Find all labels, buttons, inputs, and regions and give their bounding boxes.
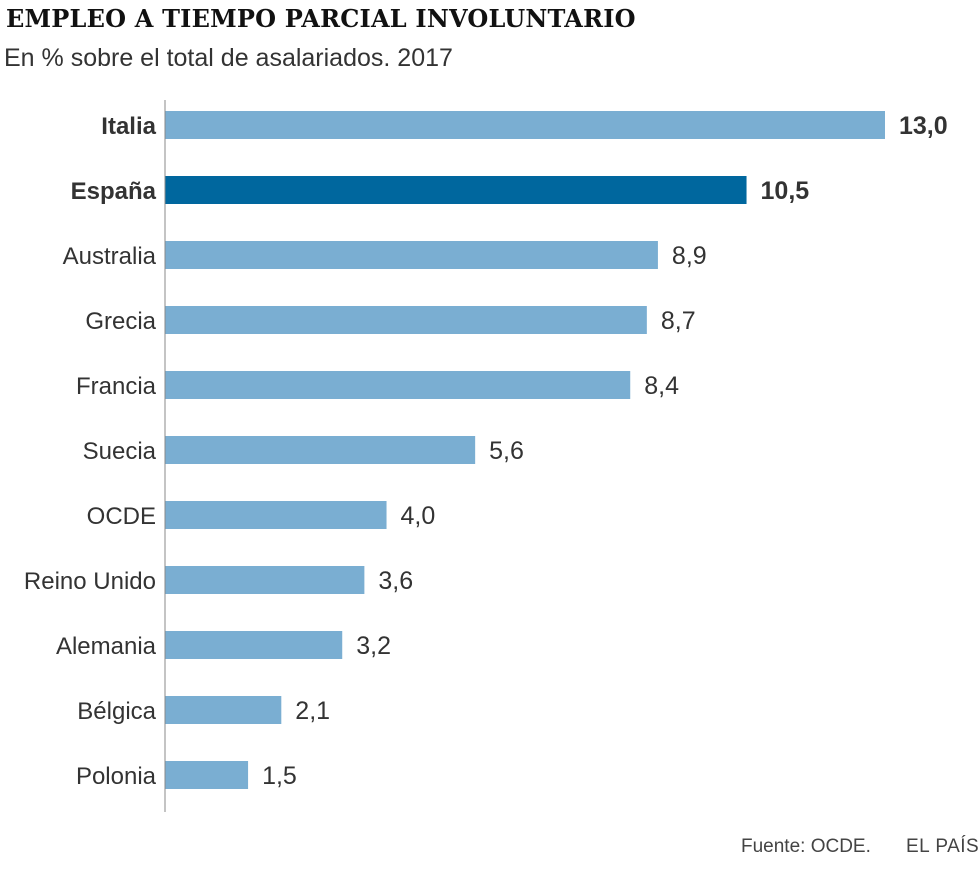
value-label-ocde: 4,0 <box>401 502 436 530</box>
bar-grecia <box>165 306 647 334</box>
chart-subtitle: En % sobre el total de asalariados. 2017 <box>4 44 453 72</box>
category-label-reino-unido: Reino Unido <box>24 568 156 595</box>
chart-title: EMPLEO A TIEMPO PARCIAL INVOLUNTARIO <box>6 4 636 33</box>
source-note: Fuente: OCDE. <box>741 836 871 857</box>
value-label-espana: 10,5 <box>761 177 810 205</box>
bar-ocde <box>165 501 387 529</box>
value-label-suecia: 5,6 <box>489 437 524 465</box>
value-label-belgica: 2,1 <box>295 697 330 725</box>
bar-espana <box>165 176 747 204</box>
value-label-alemania: 3,2 <box>356 632 391 660</box>
value-label-australia: 8,9 <box>672 242 707 270</box>
value-label-reino-unido: 3,6 <box>378 567 413 595</box>
bar-reino-unido <box>165 566 365 594</box>
bar-belgica <box>165 696 282 724</box>
bar-suecia <box>165 436 476 464</box>
category-label-ocde: OCDE <box>87 503 156 530</box>
category-label-italia: Italia <box>101 113 156 140</box>
brand-label: EL PAÍS <box>906 836 980 857</box>
bar-italia <box>165 111 885 139</box>
category-label-polonia: Polonia <box>76 763 157 790</box>
category-label-grecia: Grecia <box>85 308 156 335</box>
bar-australia <box>165 241 658 269</box>
category-label-francia: Francia <box>76 373 157 400</box>
value-label-francia: 8,4 <box>644 372 679 400</box>
category-label-australia: Australia <box>63 243 157 270</box>
category-label-suecia: Suecia <box>83 438 157 465</box>
category-label-alemania: Alemania <box>56 633 157 660</box>
value-label-polonia: 1,5 <box>262 762 297 790</box>
bar-francia <box>165 371 631 399</box>
value-label-grecia: 8,7 <box>661 307 696 335</box>
bar-polonia <box>165 761 249 789</box>
bar-alemania <box>165 631 343 659</box>
value-label-italia: 13,0 <box>899 112 948 140</box>
category-label-belgica: Bélgica <box>77 698 156 725</box>
category-label-espana: España <box>71 178 157 205</box>
bar-chart: Italia 13,0 España 10,5 Australia 8,9 Grecia 8,… <box>24 100 948 812</box>
